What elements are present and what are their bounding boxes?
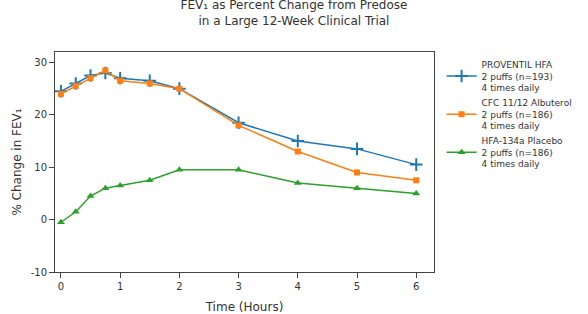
svg-text:FEV₁ as Percent Change from Pr: FEV₁ as Percent Change from Predosein a … [181,0,408,28]
svg-text:6: 6 [413,281,419,292]
svg-text:2: 2 [176,281,182,292]
svg-text:1: 1 [117,281,123,292]
svg-text:Time (Hours): Time (Hours) [205,300,284,314]
svg-text:CFC 11/12 Albuterol2 puffs (n=: CFC 11/12 Albuterol2 puffs (n=186)4 time… [482,98,572,131]
svg-text:PROVENTIL HFA2 puffs (n=193)4: PROVENTIL HFA2 puffs (n=193)4 times dail… [482,60,553,93]
svg-text:0: 0 [58,281,64,292]
svg-text:30: 30 [34,57,47,68]
svg-text:10: 10 [34,162,47,173]
svg-text:3: 3 [235,281,241,292]
svg-text:4: 4 [295,281,301,292]
svg-text:HFA-134a Placebo2 puffs (n=186: HFA-134a Placebo2 puffs (n=186)4 times d… [482,136,564,169]
svg-text:-10: -10 [31,267,47,278]
svg-text:5: 5 [354,281,360,292]
svg-text:20: 20 [34,109,47,120]
svg-text:0: 0 [41,214,47,225]
svg-text:% Change in FEV₁: % Change in FEV₁ [10,108,24,215]
